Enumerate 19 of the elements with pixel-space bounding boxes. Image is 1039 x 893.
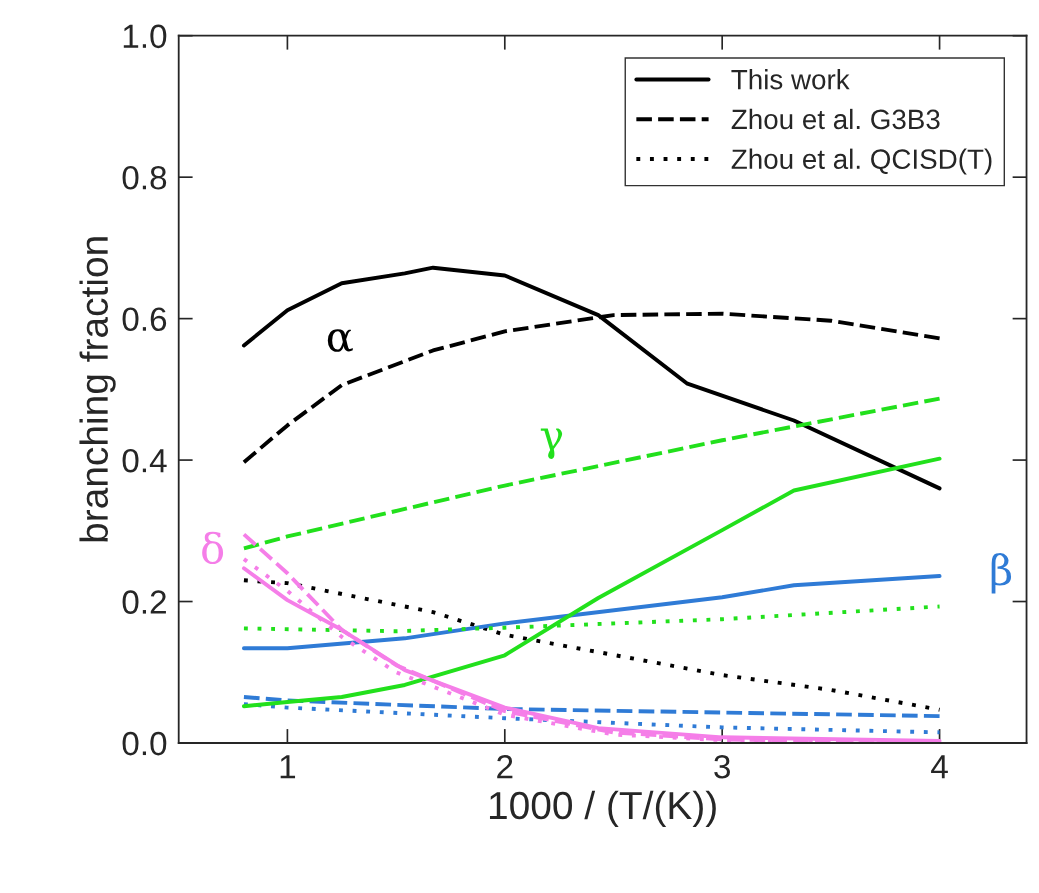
legend-label: Zhou et al. G3B3 [731,108,940,130]
x-tick-label: 4 [931,755,948,779]
y-axis-title: branching fraction [79,237,116,542]
x-tick-label: 1 [280,755,296,779]
annotation: α [327,329,353,352]
x-tick-label: 2 [497,754,513,779]
y-tick-label: 0.6 [122,307,167,332]
annotation: δ [202,531,224,565]
y-tick-label: 0.0 [122,731,167,756]
y-tick-label: 1.0 [123,24,167,49]
y-tick-label: 0.2 [122,590,166,614]
legend-label: This work [731,69,850,90]
x-tick-label: 3 [714,754,730,779]
annotation: γ [540,428,563,459]
y-tick-label: 0.8 [122,165,167,190]
x-axis-title: 1000 / (T/(K)) [489,790,716,827]
y-tick-label: 0.4 [122,448,167,473]
legend-label: Zhou et al. QCISD(T) [731,148,992,175]
annotation: β [991,552,1012,594]
